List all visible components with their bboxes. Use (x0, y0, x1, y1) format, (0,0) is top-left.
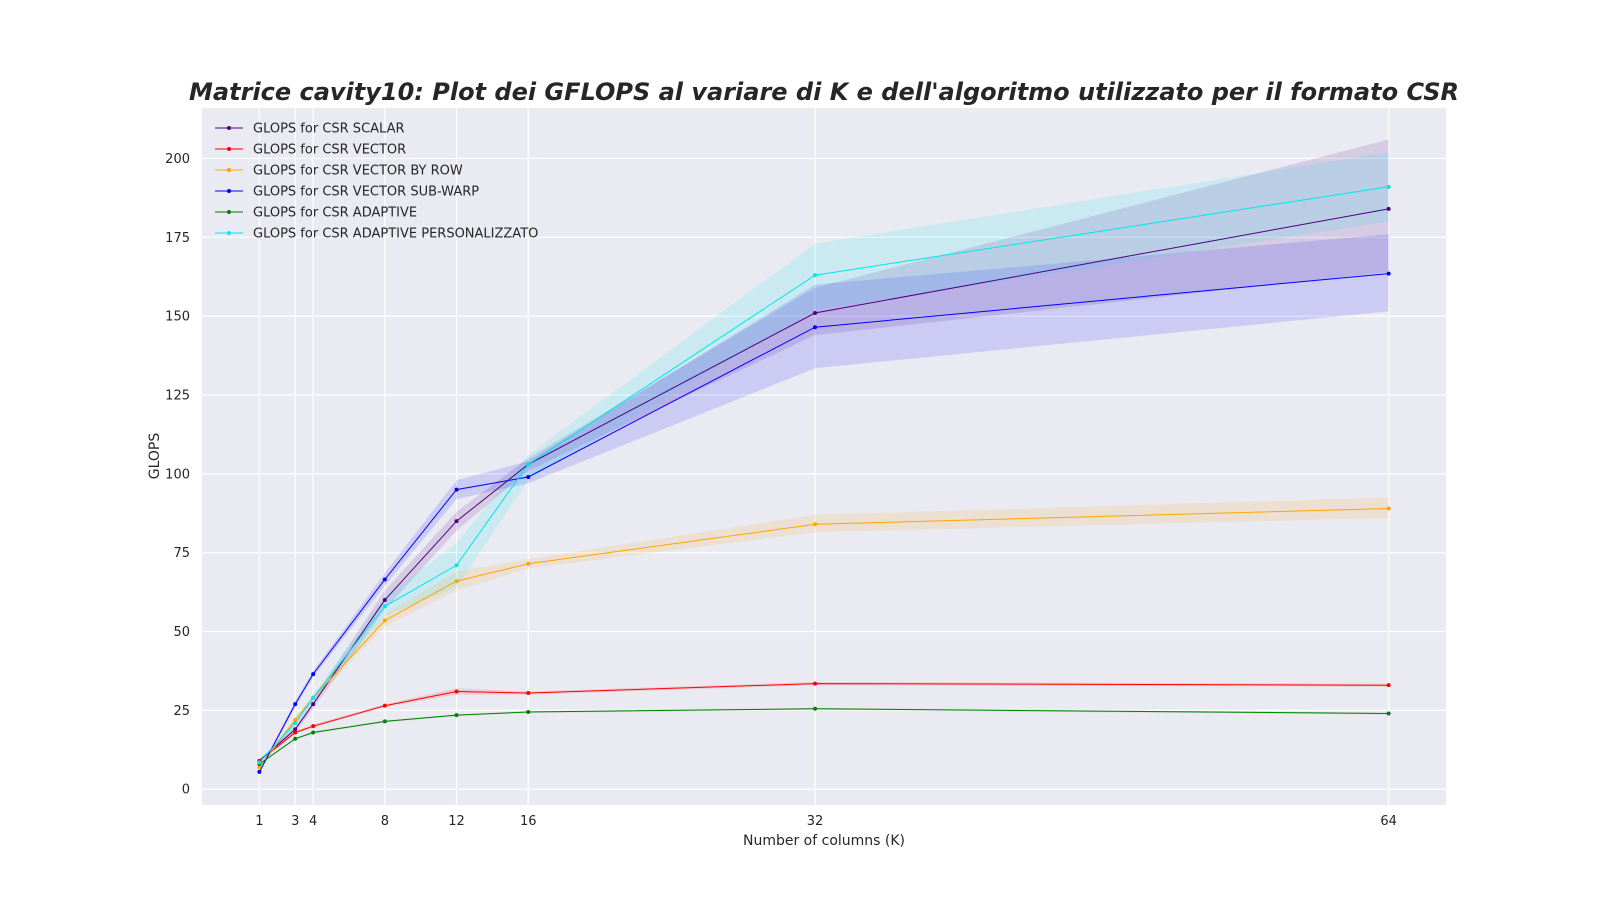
point-glops-for-csr-adaptive-personalizzato (526, 462, 531, 467)
point-glops-for-csr-adaptive (382, 719, 387, 724)
point-glops-for-csr-vector-by-row (813, 522, 818, 527)
line-glops-for-csr-scalar (259, 208, 1389, 762)
x-tick-label: 16 (520, 814, 537, 829)
point-glops-for-csr-adaptive-personalizzato (813, 273, 818, 278)
point-glops-for-csr-adaptive (813, 706, 818, 711)
x-tick-label: 32 (807, 814, 824, 829)
line-glops-for-csr-adaptive-personalizzato (259, 186, 1389, 763)
y-tick-label: 75 (173, 546, 190, 561)
point-glops-for-csr-scalar (293, 727, 298, 732)
legend-label-glops-for-csr-adaptive: GLOPS for CSR ADAPTIVE (253, 206, 417, 221)
legend-marker-glops-for-csr-vector-by-row (227, 168, 231, 172)
point-glops-for-csr-vector (1386, 683, 1391, 688)
point-glops-for-csr-scalar (382, 598, 387, 602)
legend-label-glops-for-csr-scalar: GLOPS for CSR SCALAR (253, 122, 405, 137)
point-glops-for-csr-vector-sub-warp (293, 702, 298, 707)
point-glops-for-csr-vector-sub-warp (382, 577, 387, 582)
y-tick-label: 175 (165, 231, 190, 246)
y-axis-label: GLOPS (147, 433, 163, 480)
point-glops-for-csr-adaptive (293, 736, 298, 741)
point-glops-for-csr-adaptive (1386, 711, 1391, 716)
x-axis-label: Number of columns (K) (743, 833, 905, 849)
line-glops-for-csr-vector-sub-warp (258, 273, 1389, 773)
point-glops-for-csr-adaptive (454, 713, 459, 718)
grid-lines (202, 108, 1446, 805)
point-glops-for-csr-vector (813, 681, 818, 686)
y-tick-label: 0 (182, 783, 190, 798)
point-glops-for-csr-vector-sub-warp (526, 475, 531, 479)
point-glops-for-csr-vector-sub-warp (257, 769, 262, 774)
series-markers (257, 184, 1391, 774)
point-glops-for-csr-vector-by-row (454, 579, 459, 584)
legend: GLOPS for CSR SCALAR GLOPS for CSR VECTOR… (215, 122, 538, 242)
point-glops-for-csr-vector-sub-warp (1386, 271, 1391, 276)
legend-label-glops-for-csr-adaptive-personalizzato: GLOPS for CSR ADAPTIVE PERSONALIZZATO (253, 227, 538, 242)
point-glops-for-csr-vector-by-row (293, 717, 298, 722)
y-tick-label: 50 (173, 625, 190, 640)
point-glops-for-csr-scalar (454, 519, 459, 524)
line-glops-for-csr-vector (259, 683, 1389, 762)
legend-marker-glops-for-csr-adaptive-personalizzato (227, 231, 231, 235)
point-glops-for-csr-adaptive-personalizzato (293, 721, 298, 725)
y-tick-label: 100 (165, 467, 190, 482)
legend-label-glops-for-csr-vector-by-row: GLOPS for CSR VECTOR BY ROW (253, 164, 463, 179)
band-glops-for-csr-adaptive-personalizzato (259, 152, 1389, 764)
band-glops-for-csr-vector-by-row (259, 497, 1389, 769)
point-glops-for-csr-vector (311, 724, 316, 729)
legend-marker-glops-for-csr-scalar (227, 126, 231, 130)
chart-title: Matrice cavity10: Plot dei GFLOPS al var… (189, 78, 1459, 106)
point-glops-for-csr-vector-sub-warp (813, 325, 818, 330)
point-glops-for-csr-adaptive-personalizzato (454, 563, 459, 568)
point-glops-for-csr-adaptive-personalizzato (1386, 184, 1391, 189)
point-glops-for-csr-adaptive-personalizzato (382, 604, 387, 609)
y-tick-label: 200 (165, 152, 190, 167)
y-tick-label: 150 (165, 310, 190, 325)
x-tick-label: 8 (381, 814, 389, 829)
line-glops-for-csr-vector-by-row (259, 508, 1389, 768)
legend-marker-glops-for-csr-adaptive (227, 210, 231, 214)
x-tick-label: 4 (309, 814, 317, 829)
point-glops-for-csr-vector-by-row (382, 618, 387, 623)
legend-label-glops-for-csr-vector: GLOPS for CSR VECTOR (253, 143, 406, 158)
series-lines (258, 186, 1389, 773)
point-glops-for-csr-vector-by-row (1386, 506, 1391, 511)
x-tick-label: 64 (1380, 814, 1397, 829)
tick-labels: 0 25 50 75 100 125 150 175 200 1 3 4 8 12 16 32 64 (165, 152, 1397, 829)
point-glops-for-csr-scalar (1386, 206, 1391, 211)
band-glops-for-csr-scalar (259, 139, 1389, 763)
y-tick-label: 25 (173, 704, 190, 719)
point-glops-for-csr-adaptive (311, 730, 316, 735)
point-glops-for-csr-vector-by-row (257, 765, 262, 770)
point-glops-for-csr-vector (526, 691, 531, 696)
x-tick-label: 12 (448, 814, 465, 829)
point-glops-for-csr-adaptive-personalizzato (257, 760, 262, 765)
point-glops-for-csr-vector (382, 703, 387, 708)
confidence-bands (259, 139, 1389, 774)
y-tick-label: 125 (165, 389, 190, 404)
x-tick-label: 3 (291, 814, 299, 829)
x-tick-label: 1 (255, 814, 263, 829)
point-glops-for-csr-vector-sub-warp (454, 487, 459, 492)
point-glops-for-csr-vector (454, 689, 459, 694)
plot-area (202, 108, 1446, 805)
line-glops-for-csr-adaptive (259, 708, 1389, 765)
point-glops-for-csr-scalar (813, 311, 818, 315)
legend-label-glops-for-csr-vector-sub-warp: GLOPS for CSR VECTOR SUB-WARP (253, 185, 479, 200)
point-glops-for-csr-vector-sub-warp (311, 672, 316, 677)
band-glops-for-csr-vector-sub-warp (259, 234, 1389, 774)
point-glops-for-csr-vector-by-row (526, 561, 531, 566)
point-glops-for-csr-scalar (311, 702, 316, 707)
point-glops-for-csr-vector (293, 730, 298, 735)
point-glops-for-csr-adaptive (526, 709, 531, 714)
legend-marker-glops-for-csr-vector (227, 147, 231, 151)
point-glops-for-csr-adaptive-personalizzato (311, 695, 316, 700)
legend-marker-glops-for-csr-vector-sub-warp (227, 189, 231, 193)
